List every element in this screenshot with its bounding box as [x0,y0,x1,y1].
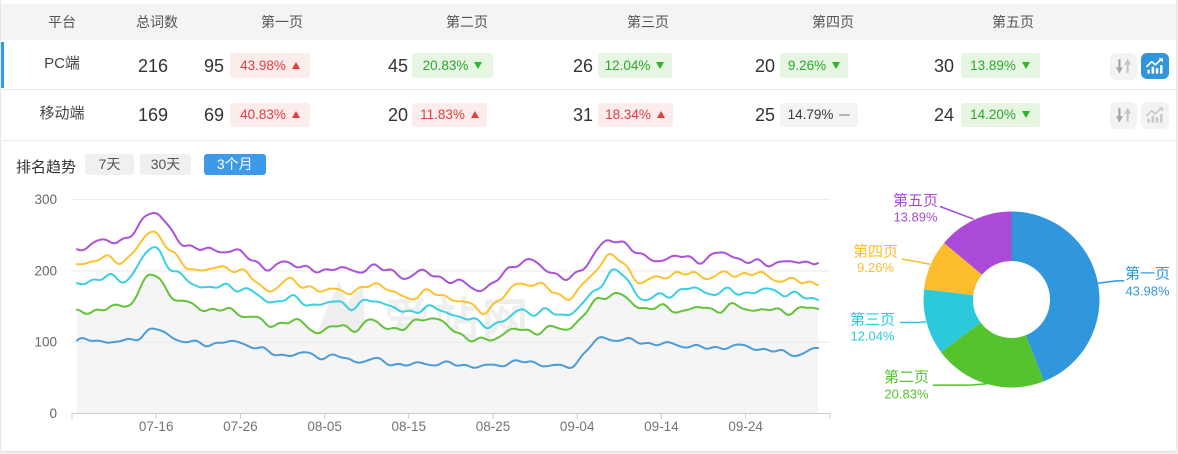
svg-text:第一页: 第一页 [1125,265,1170,283]
svg-text:43.98%: 43.98% [1125,284,1170,299]
svg-text:07-26: 07-26 [223,419,258,434]
svg-text:20.83%: 20.83% [884,387,929,402]
svg-text:07-16: 07-16 [139,419,174,434]
svg-text:200: 200 [34,263,57,278]
svg-text:09-04: 09-04 [560,419,595,434]
svg-text:第四页: 第四页 [853,242,898,260]
svg-text:300: 300 [34,192,57,207]
svg-text:08-15: 08-15 [392,419,427,434]
svg-text:08-25: 08-25 [476,419,511,434]
svg-text:100: 100 [34,335,57,350]
svg-text:13.89%: 13.89% [893,210,938,225]
svg-text:09-24: 09-24 [728,419,763,434]
svg-text:第五页: 第五页 [893,192,938,210]
svg-text:08-05: 08-05 [307,419,342,434]
svg-text:09-14: 09-14 [644,419,679,434]
svg-text:9.26%: 9.26% [857,260,894,275]
svg-text:第三页: 第三页 [850,311,895,329]
svg-text:第二页: 第二页 [884,368,929,386]
svg-text:12.04%: 12.04% [850,328,895,343]
svg-text:0: 0 [49,406,57,421]
